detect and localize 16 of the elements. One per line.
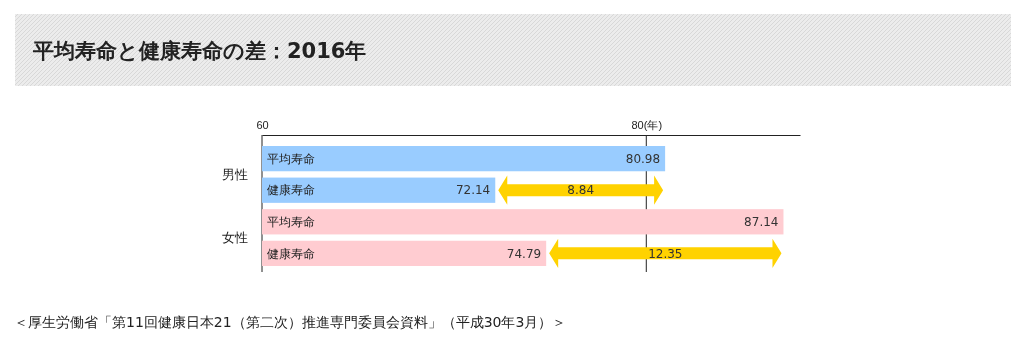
annotation: 8.84: [567, 183, 595, 198]
text: ＜厚生労働省「第11回健康日本21（第二次）推進専門委員会資料」（平成30年3月）＞: [14, 314, 567, 330]
x-tick-label: 60: [256, 118, 269, 131]
data-label: 72.14: [455, 183, 491, 198]
x-tick-label: 80(年): [631, 118, 663, 131]
y-tick-label: 平均寿命: [267, 151, 315, 166]
y-tick-label: 健康寿命: [267, 183, 315, 198]
text: 女性: [222, 230, 248, 246]
data-label: 74.79: [506, 246, 542, 261]
y-tick-label: 平均寿命: [267, 214, 315, 229]
chart-title: 平均寿命と健康寿命の差：2016年: [32, 39, 367, 63]
data-label: 87.14: [744, 214, 779, 229]
annotation: 12.35: [648, 246, 683, 261]
text: 男性: [222, 166, 248, 182]
y-tick-label: 健康寿命: [267, 246, 315, 261]
data-label: 80.98: [625, 151, 661, 166]
